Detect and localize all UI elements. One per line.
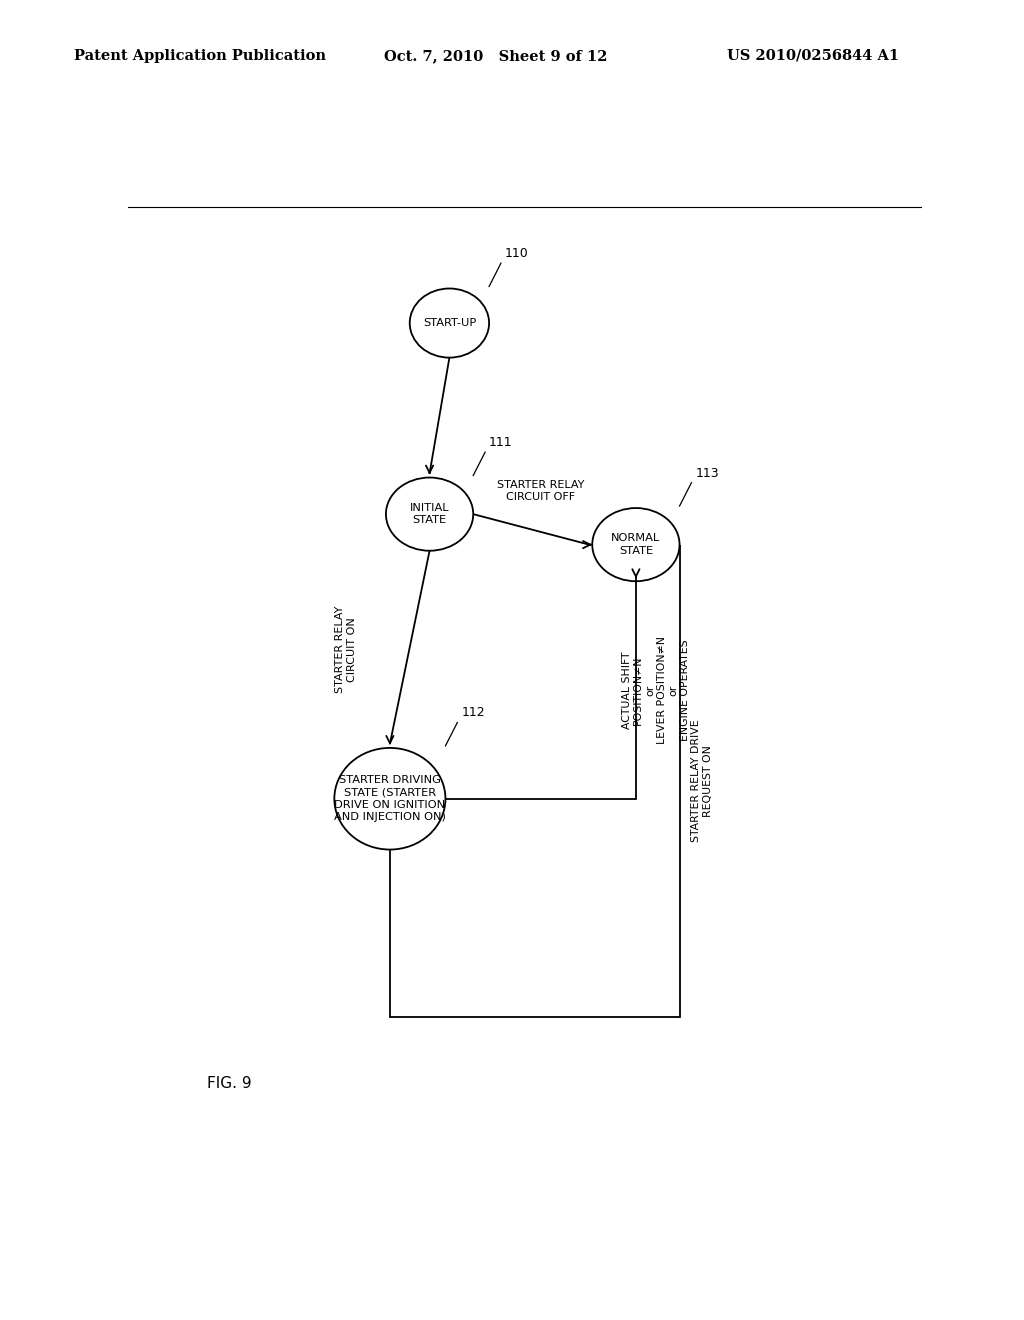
Text: STARTER RELAY
CIRCUIT OFF: STARTER RELAY CIRCUIT OFF — [497, 480, 585, 502]
Text: Patent Application Publication: Patent Application Publication — [74, 49, 326, 63]
Text: STARTER RELAY
CIRCUIT ON: STARTER RELAY CIRCUIT ON — [336, 606, 357, 693]
Text: 113: 113 — [695, 466, 719, 479]
Text: START-UP: START-UP — [423, 318, 476, 329]
Text: Oct. 7, 2010   Sheet 9 of 12: Oct. 7, 2010 Sheet 9 of 12 — [384, 49, 607, 63]
Text: 110: 110 — [505, 247, 528, 260]
Text: INITIAL
STATE: INITIAL STATE — [410, 503, 450, 525]
Text: FIG. 9: FIG. 9 — [207, 1076, 252, 1090]
Text: STARTER DRIVING
STATE (STARTER
DRIVE ON IGNITION
AND INJECTION ON): STARTER DRIVING STATE (STARTER DRIVE ON … — [334, 775, 445, 822]
Text: 112: 112 — [462, 706, 485, 719]
Text: STARTER RELAY DRIVE
REQUEST ON: STARTER RELAY DRIVE REQUEST ON — [691, 719, 713, 842]
Text: NORMAL
STATE: NORMAL STATE — [611, 533, 660, 556]
Text: ACTUAL SHIFT
POSITION≠N
or
LEVER POSITION≠N
or
ENGINE OPERATES: ACTUAL SHIFT POSITION≠N or LEVER POSITIO… — [622, 636, 690, 744]
Text: US 2010/0256844 A1: US 2010/0256844 A1 — [727, 49, 899, 63]
Text: 111: 111 — [489, 436, 513, 449]
